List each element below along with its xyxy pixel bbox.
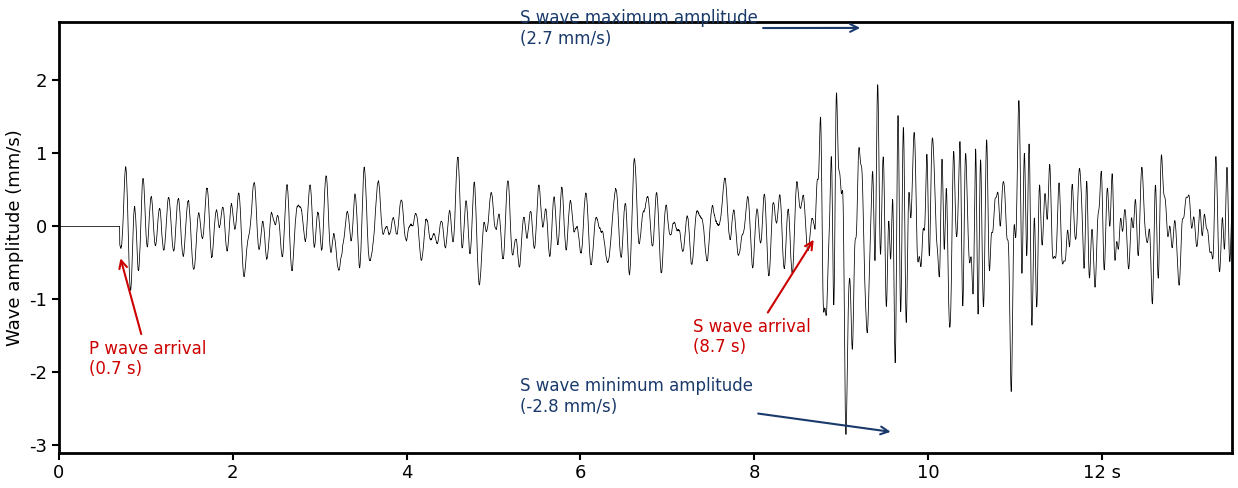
Text: P wave arrival
(0.7 s): P wave arrival (0.7 s) <box>89 261 207 378</box>
Y-axis label: Wave amplitude (mm/s): Wave amplitude (mm/s) <box>5 129 24 346</box>
Text: S wave minimum amplitude
(-2.8 mm/s): S wave minimum amplitude (-2.8 mm/s) <box>520 377 889 434</box>
Text: S wave arrival
(8.7 s): S wave arrival (8.7 s) <box>693 242 812 356</box>
Text: S wave maximum amplitude
(2.7 mm/s): S wave maximum amplitude (2.7 mm/s) <box>520 9 858 48</box>
